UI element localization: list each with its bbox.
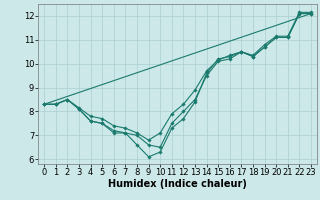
- X-axis label: Humidex (Indice chaleur): Humidex (Indice chaleur): [108, 179, 247, 189]
